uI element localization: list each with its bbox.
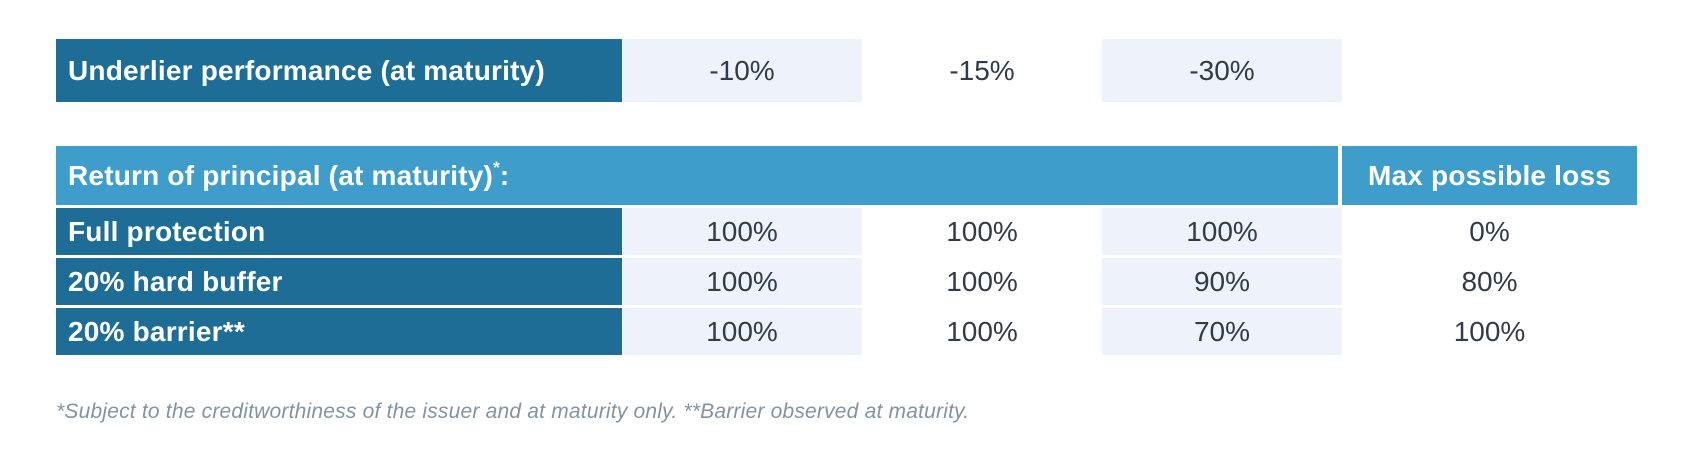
value-cell: 90%: [1102, 258, 1342, 305]
value-cell: 100%: [862, 258, 1102, 305]
value-cell: 100%: [622, 258, 862, 305]
underlier-performance-table: Underlier performance (at maturity) -10%…: [56, 39, 1342, 102]
value-cell: 100%: [622, 308, 862, 355]
value-cell: 70%: [1102, 308, 1342, 355]
footnote: *Subject to the creditworthiness of the …: [56, 400, 970, 423]
table-row: 20% hard buffer 100% 100% 90% 80%: [56, 258, 1637, 305]
performance-value-cell: -10%: [622, 39, 862, 102]
value-cell: 100%: [862, 208, 1102, 255]
row-label-full-protection: Full protection: [56, 208, 622, 255]
max-loss-value-cell: 0%: [1342, 208, 1637, 255]
row-label-barrier: 20% barrier**: [56, 308, 622, 355]
value-cell: 100%: [862, 308, 1102, 355]
principal-table-header-row: Return of principal (at maturity) *: Max …: [56, 146, 1637, 205]
value-cell: 100%: [622, 208, 862, 255]
principal-title-colon: :: [499, 159, 510, 191]
performance-value-cell: -30%: [1102, 39, 1342, 102]
header-divider: [1338, 146, 1342, 205]
return-of-principal-table: Return of principal (at maturity) *: Max …: [56, 146, 1637, 355]
table-row: Full protection 100% 100% 100% 0%: [56, 208, 1637, 255]
max-loss-value-cell: 80%: [1342, 258, 1637, 305]
principal-table-title: Return of principal (at maturity) *:: [56, 146, 1338, 205]
row-label-hard-buffer: 20% hard buffer: [56, 258, 622, 305]
underlier-performance-header: Underlier performance (at maturity): [56, 39, 622, 102]
principal-title-text: Return of principal (at maturity): [68, 159, 494, 191]
max-loss-value-cell: 100%: [1342, 308, 1637, 355]
table-row: 20% barrier** 100% 100% 70% 100%: [56, 308, 1637, 355]
performance-value-cell: -15%: [862, 39, 1102, 102]
value-cell: 100%: [1102, 208, 1342, 255]
max-possible-loss-header: Max possible loss: [1342, 146, 1637, 205]
